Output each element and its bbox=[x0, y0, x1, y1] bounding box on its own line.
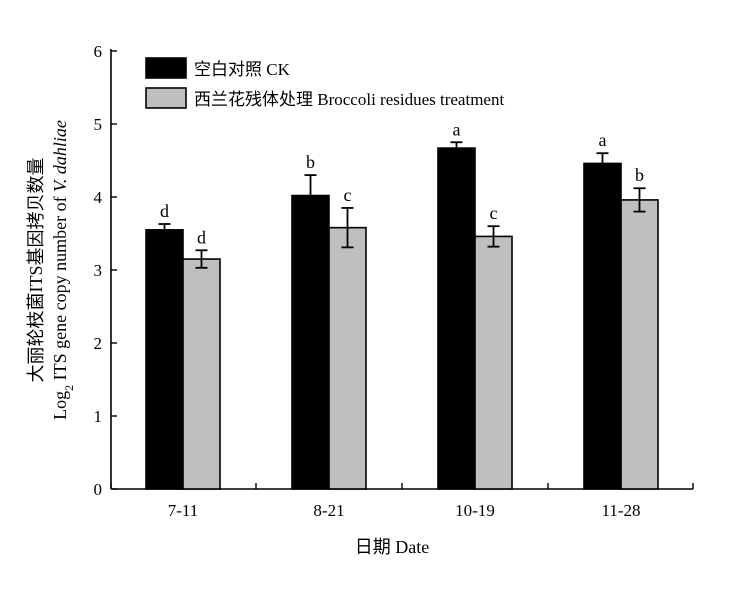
y-axis-label-en-italic: V. dahliae bbox=[50, 120, 70, 192]
y-tick-label: 0 bbox=[94, 480, 103, 499]
y-axis-label-en-subscript: 2 bbox=[62, 385, 76, 391]
bar bbox=[620, 199, 659, 490]
legend-label: 空白对照 CK bbox=[194, 60, 291, 79]
x-tick-label: 11-28 bbox=[601, 501, 640, 520]
significance-letter: a bbox=[453, 119, 461, 139]
x-tick-label: 8-21 bbox=[313, 501, 344, 520]
y-axis-label-en: Log2 ITS gene copy number of V. dahliae bbox=[50, 120, 76, 420]
significance-letter: d bbox=[197, 227, 206, 247]
y-axis-label-en-prefix: Log bbox=[50, 391, 70, 420]
bar bbox=[328, 226, 367, 490]
bar bbox=[145, 229, 184, 490]
y-tick-label: 3 bbox=[94, 261, 103, 280]
significance-letter: d bbox=[160, 201, 169, 221]
y-tick-label: 5 bbox=[94, 115, 103, 134]
x-tick-label: 7-11 bbox=[168, 501, 199, 520]
legend-swatch bbox=[145, 57, 187, 79]
bar bbox=[583, 162, 622, 490]
y-axis-label-en-middle: ITS gene copy number of bbox=[50, 192, 70, 385]
bar bbox=[437, 147, 476, 490]
x-tick-label: 10-19 bbox=[455, 501, 495, 520]
bar bbox=[291, 194, 330, 490]
y-tick-label: 1 bbox=[94, 407, 103, 426]
y-tick-label: 2 bbox=[94, 334, 103, 353]
legend-label: 西兰花残体处理 Broccoli residues treatment bbox=[194, 90, 504, 109]
y-axis-label-cn: 大丽轮枝菌ITS基因拷贝数量 bbox=[26, 158, 46, 383]
bar bbox=[474, 235, 513, 490]
significance-letter: a bbox=[599, 130, 607, 150]
x-axis-label: 日期 Date bbox=[355, 537, 429, 557]
significance-letter: c bbox=[490, 203, 498, 223]
y-tick-label: 6 bbox=[94, 42, 103, 61]
significance-letter: c bbox=[344, 185, 352, 205]
legend-swatch bbox=[145, 87, 187, 109]
significance-letter: b bbox=[635, 165, 644, 185]
significance-letter: b bbox=[306, 152, 315, 172]
y-tick-label: 4 bbox=[94, 188, 103, 207]
bar bbox=[182, 258, 221, 490]
